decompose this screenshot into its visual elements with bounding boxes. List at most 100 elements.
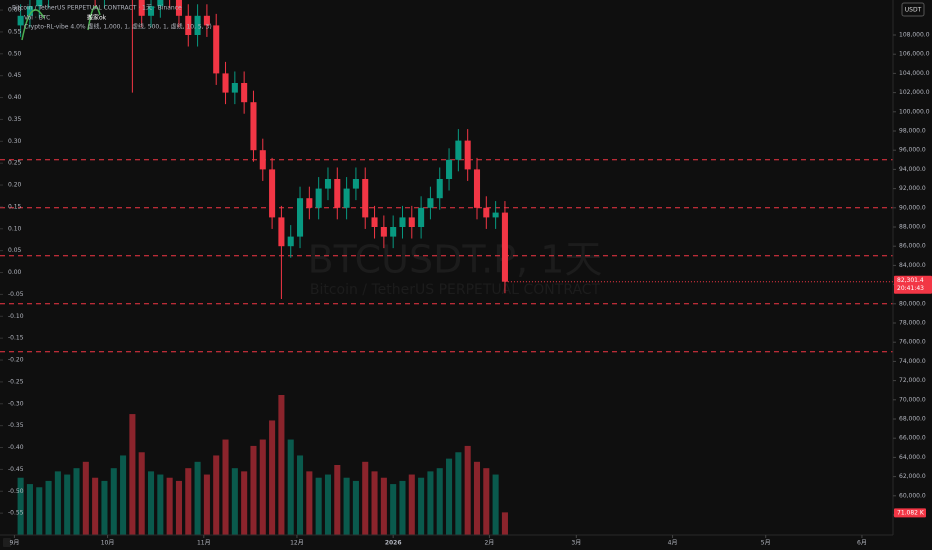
candle-body [138, 0, 145, 16]
candle-body [492, 212, 499, 218]
volume-bar [324, 474, 332, 535]
volume-bar [390, 484, 397, 535]
volume-bar [269, 420, 276, 535]
indicator-curve [21, 5, 101, 41]
candle-body [473, 169, 481, 208]
candle-body [297, 198, 304, 237]
volume-bar [175, 480, 182, 535]
y-tick-label: 72,000.0 [899, 377, 926, 384]
y2-tick-label: -0.40 [8, 444, 24, 451]
candle-body [157, 0, 164, 7]
volume-bar [92, 477, 99, 535]
candle-body [427, 198, 434, 208]
x-tick-label: 3月 [571, 540, 581, 547]
volume-bar [26, 484, 33, 535]
x-tick-label: 4月 [668, 540, 678, 547]
volume-bar [371, 471, 378, 535]
currency-box[interactable] [901, 2, 925, 17]
y2-tick-label: -0.25 [8, 378, 24, 385]
volume-bar [446, 458, 453, 535]
candle-body [17, 15, 24, 26]
candle-body [446, 159, 453, 180]
y-tick-label: 64,000.0 [899, 454, 926, 461]
volume-bar [185, 468, 192, 535]
y2-tick-label: 0.05 [8, 247, 22, 254]
y-tick-label: 102,000.0 [899, 89, 930, 96]
y2-tick-label: 0.20 [8, 182, 22, 189]
y-tick-label: 84,000.0 [899, 262, 926, 269]
price-axis [893, 0, 932, 550]
volume-bar [278, 395, 285, 535]
candle-body [399, 217, 406, 228]
volume-bar [110, 468, 117, 535]
candle-body [147, 6, 155, 16]
candle-body [362, 179, 369, 218]
y2-tick-label: -0.55 [8, 510, 24, 517]
candle-body [269, 169, 276, 218]
y-tick-label: 106,000.0 [899, 51, 930, 58]
y2-tick-label: -0.05 [8, 291, 24, 298]
volume-bar [213, 455, 220, 535]
volume-bar [54, 471, 61, 535]
volume-bar [287, 439, 294, 535]
plot [0, 0, 893, 535]
price-tag-label: 82,301.4 [897, 277, 924, 284]
y-tick-label: 80,000.0 [899, 300, 926, 307]
y-tick-label: 104,000.0 [899, 70, 930, 77]
volume-bar [166, 477, 173, 535]
watermark-title: BTCUSDT.P, 1天 [308, 238, 603, 282]
scroll-button[interactable] [3, 538, 11, 547]
y-tick-label: 70,000.0 [899, 396, 926, 403]
volume-bar [352, 480, 359, 535]
volume-bar [436, 468, 443, 535]
volume-bar [483, 468, 490, 535]
y-tick-label: 108,000.0 [899, 32, 930, 39]
y2-tick-label: -0.30 [8, 400, 24, 407]
y2-tick-label: 0.15 [8, 203, 22, 210]
volume-bar [101, 480, 108, 535]
x-tick-label: 10月 [101, 540, 115, 547]
y-tick-label: 76,000.0 [899, 339, 926, 346]
candle-body [241, 83, 248, 103]
y-tick-label: 96,000.0 [899, 147, 926, 154]
x-tick-label: 9月 [10, 540, 20, 547]
y2-tick-label: -0.45 [8, 466, 24, 473]
watermark-subtitle: Bitcoin / TetherUS PERPETUAL CONTRACT [310, 282, 601, 298]
y-tick-label: 86,000.0 [899, 243, 926, 250]
candle-body [222, 73, 229, 93]
y2-tick-label: -0.20 [8, 357, 24, 364]
y-tick-label: 98,000.0 [899, 128, 926, 135]
y2-tick-label: 0.45 [8, 72, 22, 79]
y2-tick-label: 0.35 [8, 116, 22, 123]
x-tick-label: 12月 [290, 540, 304, 547]
candle-body [259, 150, 266, 170]
y-tick-label: 92,000.0 [899, 185, 926, 192]
price-tag [894, 275, 932, 294]
x-tick-label: 11月 [197, 540, 211, 547]
candle-body [334, 179, 341, 208]
volume-bar [473, 461, 481, 535]
candle-body [203, 15, 210, 26]
y2-tick-label: 0.00 [8, 269, 22, 276]
volume-tag [894, 508, 926, 518]
candle-body [371, 217, 378, 228]
volume-bar [250, 445, 257, 535]
volume-bar [306, 471, 313, 535]
currency[interactable]: USDT [905, 7, 922, 14]
volume-bar [82, 461, 89, 535]
y2-tick-label: 0.60 [8, 7, 22, 14]
y-tick-label: 94,000.0 [899, 166, 926, 173]
y2-tick-label: 0.40 [8, 94, 22, 101]
candle-body [306, 198, 313, 208]
candle-body [390, 227, 397, 237]
candle-body [455, 140, 462, 160]
candle-body [287, 236, 294, 247]
volume-bar [399, 480, 406, 535]
candle-body [343, 188, 350, 208]
candle-body [278, 217, 285, 247]
candle-body [464, 140, 471, 170]
volume-title: Vol · BTC [24, 15, 50, 22]
countdown: 20:41:43 [897, 285, 924, 292]
